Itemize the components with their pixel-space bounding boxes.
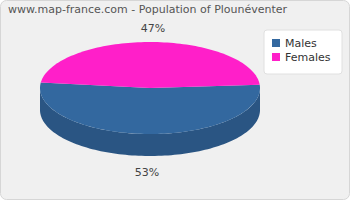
legend-swatch <box>272 39 280 47</box>
legend-swatch <box>272 53 280 61</box>
slice <box>40 83 260 134</box>
data-label: 53% <box>135 166 159 179</box>
legend-box <box>264 30 342 74</box>
background <box>1 1 350 200</box>
legend-label: Females <box>285 51 331 64</box>
data-label: 47% <box>141 22 165 35</box>
title: www.map-france.com - Population of Ploun… <box>8 3 288 16</box>
chart: www.map-france.com - Population of Ploun… <box>0 0 350 200</box>
legend-label: Males <box>285 37 317 50</box>
slice <box>41 42 260 88</box>
legend: MalesFemales <box>264 30 342 74</box>
pie <box>40 42 260 156</box>
